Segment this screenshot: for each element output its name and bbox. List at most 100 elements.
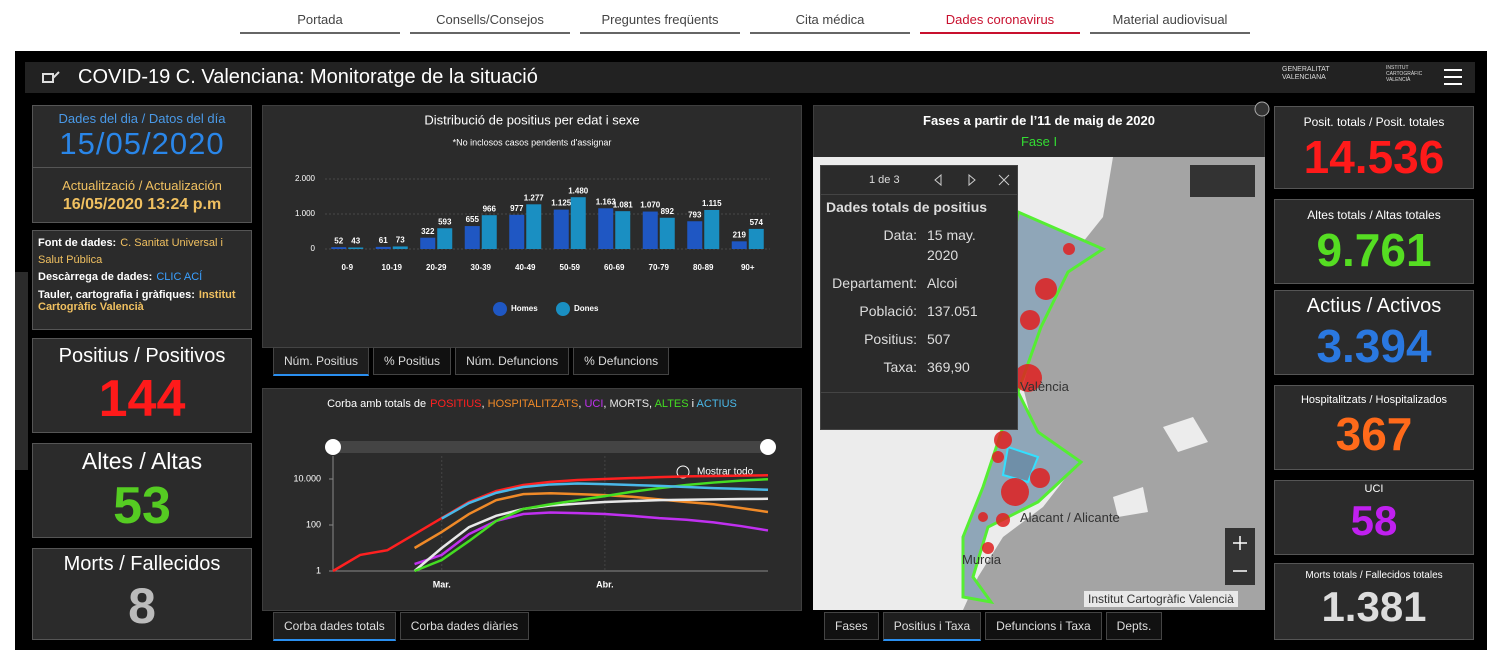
nav-item[interactable]: Preguntes freqüents [580, 0, 740, 34]
nav-item[interactable]: Portada [240, 0, 400, 34]
menu-button[interactable] [1443, 67, 1463, 87]
bar-panel [262, 105, 802, 348]
source-text: C. Sanitat Universal i Salut Pública [38, 237, 223, 266]
popup-key: Departament: [832, 275, 917, 291]
tab[interactable]: Depts. [1105, 612, 1163, 640]
popup-row: Positius: 507 [821, 329, 1017, 349]
place-label: Murcia [962, 552, 1002, 567]
line-panel [262, 388, 802, 611]
source-label: Font de dades: [38, 237, 117, 249]
popup-key: Taxa: [883, 359, 917, 375]
stat-label: Morts totals / Fallecidos totales [1305, 570, 1443, 581]
popup-row: Taxa: 369,90 [821, 357, 1017, 377]
popup-key: Positius: [864, 331, 917, 347]
popup-title: Dades totals de positius [826, 199, 988, 215]
stat-value: 1.381 [1321, 583, 1427, 630]
tab[interactable]: % Positius [373, 347, 452, 375]
update-value: 16/05/2020 13:24 p.m [62, 196, 222, 213]
header-title: COVID-19 C. Valenciana: Monitoratge de l… [78, 66, 538, 88]
map-tools[interactable] [1190, 165, 1255, 197]
stat-label: Altes / Altas [81, 448, 203, 474]
stat-label: Altes totals / Altas totales [1307, 208, 1441, 222]
date-value: 15/05/2020 [59, 126, 225, 161]
stat-value: 9.761 [1316, 224, 1432, 276]
place-label: València [1020, 379, 1069, 394]
tab[interactable]: Núm. Defuncions [455, 347, 570, 375]
logo-line: CARTOGRÀFIC [1386, 71, 1423, 77]
tab[interactable]: Núm. Positius [273, 347, 370, 376]
source-text[interactable]: CLIC ACÍ [156, 271, 203, 283]
tab-bar: Fases Positius i Taxa Defuncions i Taxa Dep… [824, 612, 1163, 641]
nav-item[interactable]: Consells/Consejos [410, 0, 570, 34]
source-line: Font de dades: C. Sanitat Universal i Sal… [38, 235, 246, 269]
map-popup: 1 de 3 Dades totals de positius Data: 15 … [820, 165, 1018, 430]
popup-value: 15 may. 2020 [927, 227, 976, 263]
islands [1113, 417, 1208, 517]
logo-gva: GENERALITAT VALENCIANA [1282, 66, 1330, 82]
popup-key: Data: [883, 227, 917, 243]
tab-bar: Corba dades totals Corba dades diàries [273, 612, 530, 641]
popup-value: Alcoi [927, 275, 958, 291]
selected-dept [1001, 445, 1040, 484]
zoom-icons [1233, 536, 1247, 572]
circles [978, 243, 1075, 554]
update-label: Actualització / Actualización [33, 167, 251, 193]
popup-value: 507 [927, 331, 951, 347]
popup-row: Data: 15 may. 2020 [821, 225, 1017, 265]
map-credit: Institut Cartogràfic Valencià [1084, 591, 1238, 607]
source-line: Tauler, cartografia i gràfiques: Institut… [38, 289, 246, 313]
popup-header: 1 de 3 [821, 166, 1017, 195]
stat-box: Morts totals / Fallecidos totales 1.381 [1274, 563, 1474, 640]
source-text: Institut Cartogràfic Valencià [38, 289, 236, 313]
nav-item[interactable]: Material audiovisual [1090, 0, 1250, 34]
stat-value: 53 [113, 477, 171, 535]
source-label: Tauler, cartografia i gràfiques: [38, 289, 195, 301]
logo-line: INSTITUT [1386, 65, 1409, 71]
logo-line: VALENCIÀ [1386, 77, 1411, 83]
stat-value: 144 [98, 370, 186, 428]
stat-value: 8 [128, 578, 156, 634]
tab-bar: Núm. Positius% Positius Núm. Defuncions% … [273, 347, 670, 376]
tab[interactable]: Corba dades diàries [399, 612, 530, 640]
stat-label: Actius / Activos [1306, 295, 1442, 317]
tab[interactable]: Positius i Taxa [882, 612, 982, 641]
logo-line: GENERALITAT [1282, 66, 1330, 73]
stat-box: Altes / Altas 53 [32, 443, 252, 538]
stat-label: Posit. totals / Posit. totales [1303, 115, 1445, 129]
stat-label: Hospitalitzats / Hospitalizados [1300, 394, 1448, 406]
sources-box: Font de dades: C. Sanitat Universal i Sal… [32, 230, 252, 330]
logo-line: VALENCIANA [1282, 74, 1326, 81]
date-box: Dades del dia / Datos del día 15/05/2020… [32, 105, 252, 223]
popup-nav[interactable] [933, 173, 1013, 187]
stat-box: UCI 58 [1274, 480, 1474, 555]
stat-box: Posit. totals / Posit. totales 14.536 [1274, 106, 1474, 189]
side-toggle[interactable] [15, 272, 28, 470]
popup-row: Població: 137.051 [821, 301, 1017, 321]
tab[interactable]: Fases [824, 612, 879, 640]
popup-value: 369,90 [927, 359, 970, 375]
stat-label: Morts / Fallecidos [63, 553, 221, 575]
nav-item[interactable]: Cita médica [750, 0, 910, 34]
popup-pager: 1 de 3 [869, 174, 900, 186]
logo-icv: INSTITUT CARTOGRÀFIC VALENCIÀ [1386, 65, 1422, 83]
header-bar [25, 62, 1475, 93]
tab[interactable]: Corba dades totals [273, 612, 396, 641]
stat-box: Positius / Positivos 144 [32, 338, 252, 433]
stat-label: UCI [1364, 483, 1384, 495]
date-label: Dades del dia / Datos del día [58, 111, 226, 126]
header-icon [42, 71, 60, 83]
popup-footer [821, 392, 1017, 430]
tab[interactable]: % Defuncions [573, 347, 670, 375]
popup-value: 137.051 [927, 303, 978, 319]
stat-box: Actius / Activos 3.394 [1274, 290, 1474, 375]
stat-box: Morts / Fallecidos 8 [32, 548, 252, 640]
stat-box: Hospitalitzats / Hospitalizados 367 [1274, 385, 1474, 470]
tab[interactable]: Defuncions i Taxa [985, 612, 1102, 640]
nav-item[interactable]: Dades coronavirus [920, 0, 1080, 34]
popup-row: Departament: Alcoi [821, 273, 1017, 293]
popup-key: Població: [859, 303, 917, 319]
expand-button[interactable] [1254, 101, 1270, 117]
source-label: Descàrrega de dades: [38, 271, 153, 283]
source-line: Descàrrega de dades: CLIC ACÍ [38, 269, 246, 286]
